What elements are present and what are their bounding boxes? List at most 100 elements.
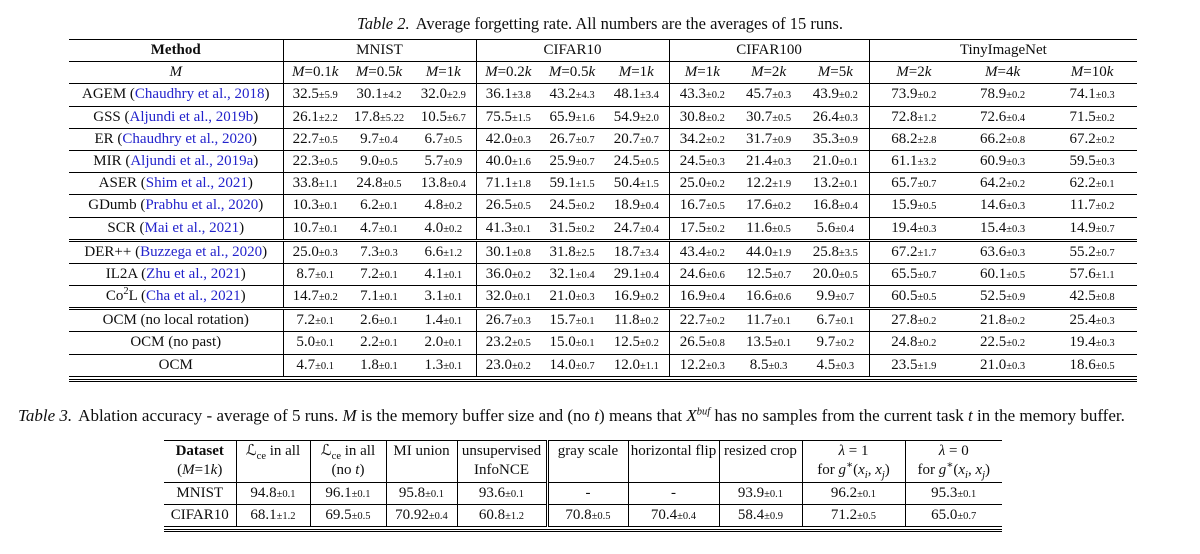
citation-link[interactable]: Mai et al., 2021 <box>144 219 240 236</box>
method-cell: OCM (no local rotation) <box>69 309 283 332</box>
table3-caption-text: Ablation accuracy - average of 5 runs. M… <box>78 405 1125 425</box>
value-cell: 15.9±0.5 <box>868 194 959 217</box>
value-cell: 32.5±5.9 <box>282 83 347 107</box>
value-cell: 43.3±0.2 <box>668 83 736 107</box>
method-cell: IL2A (Zhu et al., 2021) <box>105 265 246 282</box>
column-header-m: M <box>169 64 183 81</box>
value-cell: 35.3±0.9 <box>812 130 858 147</box>
table2-buffer-size-header-row: M M=0.1k M=0.5k M=1k M=0.2k M=0.5k M=1k M=1k M=2… <box>69 61 1138 84</box>
citation-link[interactable]: Buzzega et al., 2020 <box>140 243 263 260</box>
citation-link[interactable]: Shim et al., 2021 <box>145 175 248 192</box>
value-cell: 70.92±0.4 <box>385 504 457 527</box>
value-cell: 23.0±0.2 <box>475 354 541 377</box>
value-cell: 11.8±0.2 <box>613 312 659 329</box>
value-cell: 60.8±1.2 <box>456 504 547 527</box>
value-cell: 5.7±0.9 <box>424 152 463 169</box>
table-row: AGEM (Chaudhry et al., 2018) 32.5±5.9 30.1… <box>69 83 1138 107</box>
value-cell: 19.4±0.3 <box>868 217 959 241</box>
value-cell: 22.3±0.5 <box>282 150 347 173</box>
value-cell: 32.1±0.4 <box>549 265 595 282</box>
column-header-buffer-size: M=0.2k <box>475 61 541 84</box>
value-cell: 11.7±0.1 <box>746 312 791 329</box>
dataset-cell: MNIST <box>176 484 224 501</box>
value-cell: 32.0±0.1 <box>475 285 541 309</box>
citation-link[interactable]: Aljundi et al., 2019a <box>130 152 254 169</box>
value-cell: 31.8±2.5 <box>549 243 595 260</box>
value-cell: 34.2±0.2 <box>668 128 736 151</box>
value-cell: 4.1±0.1 <box>424 265 463 282</box>
value-cell: 67.2±1.7 <box>868 240 959 264</box>
value-cell: 52.5±0.9 <box>980 288 1026 305</box>
value-cell: 11.7±0.2 <box>1069 197 1115 214</box>
value-cell: 10.7±0.1 <box>282 217 347 241</box>
forgetting-rate-table: Method MNIST CIFAR10 CIFAR100 TinyImageNet M M… <box>69 39 1138 377</box>
value-cell: 69.5±0.5 <box>309 504 386 527</box>
value-cell: 68.1±1.2 <box>235 504 310 527</box>
value-cell: 14.6±0.3 <box>980 197 1026 214</box>
value-cell: 7.2±0.1 <box>360 265 398 282</box>
citation-link[interactable]: Aljundi et al., 2019b <box>129 108 254 125</box>
column-header: gray scale <box>545 440 628 483</box>
method-cell: AGEM (Chaudhry et al., 2018) <box>82 86 270 103</box>
value-cell: 42.5±0.8 <box>1069 288 1115 305</box>
table-row: SCR (Mai et al., 2021) 10.7±0.1 4.7±0.1 4.0… <box>69 217 1138 241</box>
value-cell: 30.8±0.2 <box>668 106 736 129</box>
value-cell: 26.7±0.7 <box>549 130 595 147</box>
value-cell: 43.4±0.2 <box>668 240 736 264</box>
method-cell: GSS (Aljundi et al., 2019b) <box>93 108 259 125</box>
value-cell: 11.6±0.5 <box>746 219 791 236</box>
method-label: Co2L <box>105 286 138 305</box>
table-row: IL2A (Zhu et al., 2021) 8.7±0.1 7.2±0.1 4.1… <box>69 263 1138 286</box>
value-cell: 57.6±1.1 <box>1069 265 1115 282</box>
value-cell: 16.7±0.5 <box>668 194 736 217</box>
value-cell: 18.9±0.4 <box>613 197 659 214</box>
value-cell: 30.1±4.2 <box>356 86 402 103</box>
method-label: IL2A <box>105 265 138 282</box>
value-cell: 18.6±0.5 <box>1069 356 1115 373</box>
column-header-buffer-size: M=0.5k <box>355 64 403 81</box>
value-cell: 67.2±0.2 <box>1069 130 1115 147</box>
value-cell: 1.4±0.1 <box>424 312 463 329</box>
value-cell: - <box>627 482 719 505</box>
column-header-buffer-size: M=1k <box>668 61 736 84</box>
value-cell: 15.0±0.1 <box>549 334 595 351</box>
value-cell: 58.4±0.9 <box>718 504 802 527</box>
method-label: ER <box>94 130 114 147</box>
citation-link[interactable]: Cha et al., 2021 <box>146 288 241 305</box>
value-cell: 4.5±0.3 <box>816 356 855 373</box>
value-cell: 78.9±0.2 <box>980 86 1026 103</box>
table-row: GSS (Aljundi et al., 2019b) 26.1±2.2 17.8±… <box>69 106 1138 129</box>
value-cell: 29.1±0.4 <box>613 265 659 282</box>
value-cell: 31.7±0.9 <box>745 130 792 147</box>
value-cell: 16.8±0.4 <box>812 197 858 214</box>
value-cell: 75.5±1.5 <box>475 106 541 129</box>
value-cell: 19.4±0.3 <box>1069 334 1115 351</box>
citation-link[interactable]: Zhu et al., 2021 <box>146 265 241 282</box>
dataset-cell: CIFAR10 <box>170 507 229 524</box>
citation-link[interactable]: Chaudhry et al., 2020 <box>122 130 252 147</box>
value-cell: 24.5±0.3 <box>668 150 736 173</box>
column-header-method: Method <box>150 42 201 58</box>
value-cell: 71.1±1.8 <box>475 172 541 195</box>
value-cell: 50.4±1.5 <box>613 175 659 192</box>
value-cell: 24.8±0.5 <box>356 175 402 192</box>
value-cell: 16.9±0.4 <box>668 285 736 309</box>
value-cell: 7.3±0.3 <box>360 243 398 260</box>
method-label: GDumb <box>88 197 137 214</box>
value-cell: 6.7±0.5 <box>424 130 463 147</box>
citation-link[interactable]: Prabhu et al., 2020 <box>145 197 259 214</box>
column-header: horizontal flip <box>627 440 719 483</box>
table-row: MNIST 94.8±0.1 96.1±0.1 95.8±0.1 93.6±0.1- -9… <box>164 482 1002 505</box>
table-row: OCM (no local rotation) 7.2±0.1 2.6±0.1 1.4… <box>69 308 1138 332</box>
value-cell: 70.8±0.5 <box>545 504 628 527</box>
column-header-buffer-size: M=10k <box>1070 64 1114 81</box>
method-label: OCM (no past) <box>130 334 222 351</box>
value-cell: 15.4±0.3 <box>980 219 1026 236</box>
value-cell: 4.7±0.1 <box>360 219 398 236</box>
table-row: MIR (Aljundi et al., 2019a) 22.3±0.5 9.0±0… <box>69 150 1138 173</box>
value-cell: 13.8±0.4 <box>420 175 466 192</box>
value-cell: 14.7±0.2 <box>282 285 347 309</box>
value-cell: 16.9±0.2 <box>613 288 659 305</box>
citation-link[interactable]: Chaudhry et al., 2018 <box>134 86 265 103</box>
